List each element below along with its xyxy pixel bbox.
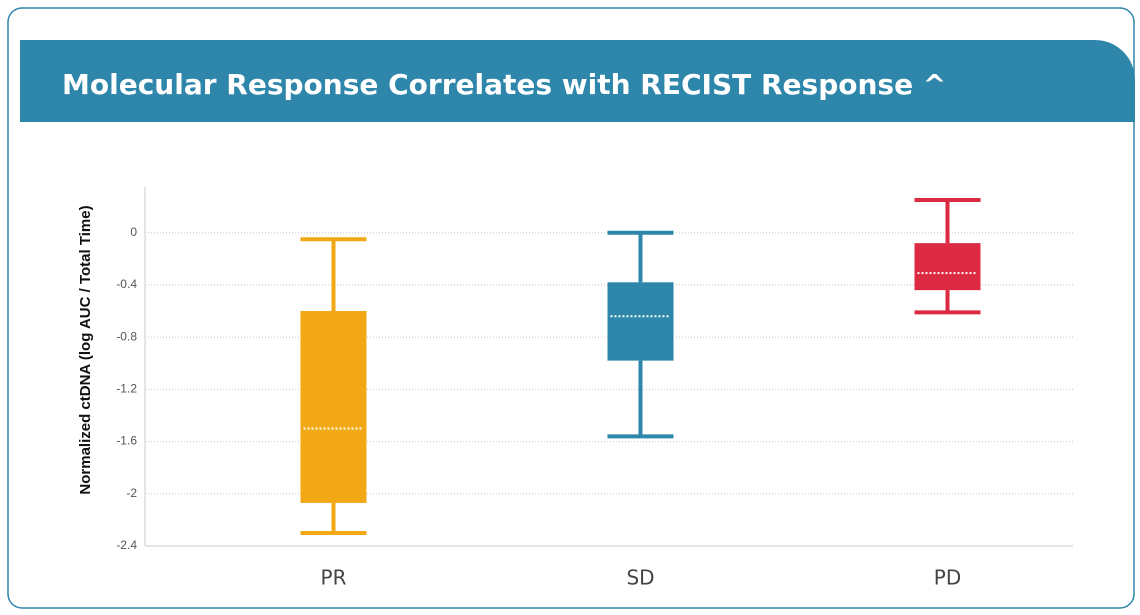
chart-title: Molecular Response Correlates with RECIS… (62, 68, 946, 101)
x-tick-label: PR (321, 566, 347, 590)
frame (7, 7, 1135, 609)
y-tick-label: -1.2 (116, 382, 137, 396)
y-tick-label: -0.4 (116, 277, 137, 291)
y-tick-label: -1.6 (116, 434, 137, 448)
y-tick-label: -2.4 (116, 538, 137, 552)
x-tick-label: PD (934, 566, 961, 590)
y-axis-label: Normalized ctDNA (log AUC / Total Time) (77, 205, 94, 494)
box (607, 282, 674, 361)
y-tick-label: -2 (126, 486, 137, 500)
x-tick-label: SD (626, 566, 654, 590)
y-tick-label: -0.8 (116, 329, 137, 343)
box (914, 243, 981, 291)
header-band (20, 40, 1135, 122)
box (300, 311, 367, 503)
y-tick-label: 0 (130, 225, 137, 239)
